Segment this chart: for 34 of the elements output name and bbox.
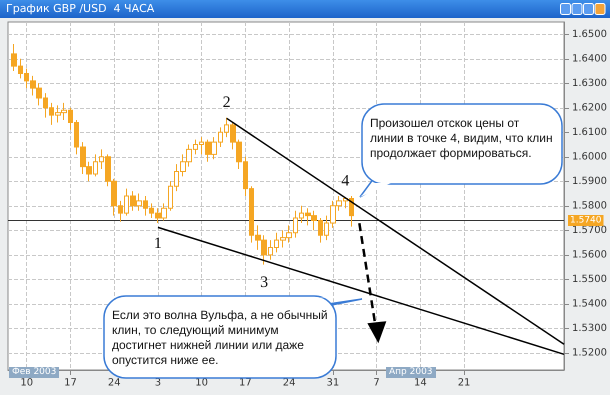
- chart-title: График GBP /USD 4 ЧАСА: [0, 0, 610, 18]
- x-tick-label: 10: [195, 378, 208, 388]
- x-tick-label: 31: [326, 378, 340, 388]
- x-tick-label: 17: [64, 378, 77, 388]
- y-tick-label: 1.6300: [572, 78, 608, 89]
- x-tick-label: 24: [108, 378, 121, 388]
- x-tick-label: 14: [414, 378, 427, 388]
- x-tick-label: 21: [458, 378, 470, 388]
- ref-line-label: 1.5740: [570, 216, 602, 226]
- y-tick-label: 1.6200: [572, 102, 608, 114]
- annotation: Произошел отскок цены от линии в точке 4, видим, что клин продолжает формироваться.: [370, 116, 554, 161]
- y-tick-label: 1.5500: [572, 274, 608, 285]
- annotation: 1: [154, 234, 162, 252]
- annotation: 3: [260, 274, 268, 292]
- y-tick-label: 1.5600: [572, 249, 608, 260]
- y-tick-label: 1.5900: [572, 176, 608, 187]
- y-tick-label: 1.6500: [572, 28, 608, 40]
- y-tick-label: 1.5300: [572, 322, 608, 334]
- y-tick-label: 1.5700: [572, 224, 608, 236]
- annotation: 2: [222, 94, 231, 111]
- y-tick-label: 1.5200: [572, 347, 608, 358]
- annotation: 4: [341, 172, 350, 190]
- y-tick-label: 1.6400: [572, 53, 608, 64]
- y-tick-label: 1.6100: [572, 126, 608, 138]
- annotation: Если это волна Вульфа, а не обычный клин, то следующий минимум достигнет нижней линии или даже опустится ниже ее.: [112, 308, 329, 368]
- y-tick-label: 1.6000: [572, 151, 608, 162]
- annotation: Апр 2003: [386, 367, 436, 378]
- x-tick-label: 7: [373, 378, 380, 388]
- x-tick-label: 24: [282, 378, 296, 388]
- x-tick-label: 10: [20, 378, 34, 388]
- y-tick-label: 1.5400: [572, 298, 608, 310]
- x-tick-label: 17: [239, 378, 252, 388]
- y-tick-label: 1.5800: [572, 200, 608, 212]
- annotation: Фев 2003: [9, 367, 60, 378]
